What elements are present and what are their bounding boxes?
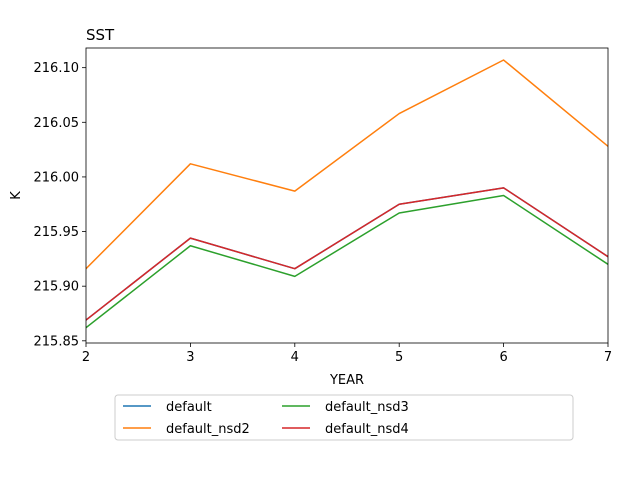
- x-tick-label: 3: [186, 350, 194, 365]
- y-axis-label: K: [9, 191, 24, 200]
- plot-area: [85, 47, 609, 344]
- series-lines: [86, 59, 608, 329]
- legend-item-default_nsd3: default_nsd3: [282, 400, 409, 415]
- legend: default default_nsd2 default_nsd3 default_n…: [114, 394, 574, 441]
- x-axis-label: YEAR: [329, 373, 364, 388]
- legend-label: default_nsd4: [325, 422, 409, 437]
- series-line-default_nsd3: [86, 194, 608, 329]
- y-tick-label: 216.00: [34, 170, 80, 185]
- x-tick-label: 4: [291, 350, 299, 365]
- series-line-default_nsd4: [86, 187, 608, 322]
- x-tick-label: 7: [604, 350, 612, 365]
- y-tick-label: 215.95: [34, 225, 80, 240]
- y-tick-label: 215.85: [34, 334, 80, 349]
- y-tick-label: 216.05: [34, 116, 80, 131]
- y-axis-ticks: 215.85 215.90 215.95 216.00 216.05 216.10: [34, 61, 86, 349]
- x-tick-label: 2: [82, 350, 90, 365]
- legend-item-default_nsd4: default_nsd4: [282, 422, 409, 437]
- chart-title: SST: [86, 26, 115, 44]
- axes-frame: [85, 47, 609, 344]
- y-tick-label: 215.90: [34, 280, 80, 295]
- x-tick-label: 6: [499, 350, 507, 365]
- x-axis-ticks: 2 3 4 5 6 7: [82, 343, 612, 365]
- legend-label: default_nsd2: [166, 422, 250, 437]
- legend-item-default_nsd2: default_nsd2: [123, 422, 250, 437]
- series-line-default_nsd2: [86, 59, 608, 270]
- y-tick-label: 216.10: [34, 61, 80, 76]
- legend-label: default_nsd3: [325, 400, 409, 415]
- x-tick-label: 5: [395, 350, 403, 365]
- legend-item-default: default: [123, 400, 212, 415]
- legend-label: default: [166, 400, 212, 415]
- legend-frame: [114, 394, 574, 441]
